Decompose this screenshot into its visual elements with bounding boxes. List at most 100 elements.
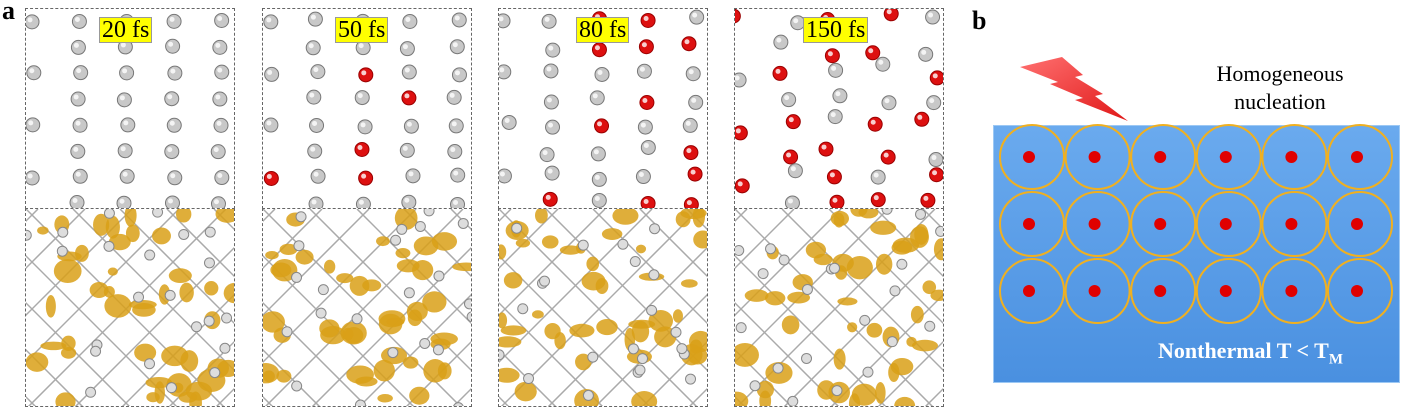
atom: [317, 284, 329, 296]
density-lobe: [541, 235, 559, 249]
atom-snapshot-3: 80 fs: [498, 8, 708, 209]
atom: [685, 373, 697, 385]
atom: [862, 366, 874, 378]
density-lobe: [911, 339, 939, 352]
density-lobe: [53, 259, 82, 283]
density-lobe: [346, 365, 374, 384]
atom: [634, 364, 646, 376]
density-lobe: [515, 238, 531, 248]
nucleus-dot: [1285, 285, 1298, 297]
density-lobe: [134, 343, 157, 362]
density-lobe: [781, 315, 800, 335]
atom: [164, 289, 176, 301]
atom: [291, 271, 303, 283]
charge-density-3: [498, 208, 708, 407]
atom: [423, 209, 435, 217]
density-lobe: [107, 267, 118, 276]
atom: [523, 373, 535, 385]
nucleus-ring: [1064, 124, 1131, 190]
density-lobe: [596, 319, 618, 336]
atom: [144, 358, 156, 370]
density-lobe: [386, 317, 405, 327]
density-lobe: [175, 209, 192, 223]
nucleus-dot: [1088, 151, 1101, 163]
atom: [648, 269, 660, 281]
atom: [56, 245, 68, 257]
atom: [735, 244, 745, 256]
density-lobe: [693, 230, 707, 249]
atom: [617, 238, 629, 250]
density-lobe: [105, 215, 120, 239]
density-lobe: [263, 363, 280, 384]
density-lobe: [635, 244, 647, 254]
title-line-2: nucleation: [1234, 89, 1326, 114]
density-lobe: [850, 209, 868, 217]
atom: [414, 220, 426, 232]
density-lobe: [45, 295, 56, 318]
atom: [203, 257, 215, 269]
density-lobe: [406, 301, 428, 321]
atom: [403, 287, 415, 299]
density-lobe: [847, 322, 858, 333]
density-lobe: [362, 279, 382, 292]
panel-a-label: a: [2, 0, 15, 25]
nucleus-ring: [1327, 191, 1393, 257]
density-lobe: [146, 392, 160, 403]
atom: [627, 343, 639, 355]
density-lobe: [499, 336, 522, 348]
density-lobe: [128, 300, 157, 310]
density-lobe: [265, 250, 279, 260]
atom: [453, 402, 464, 406]
nucleus-ring: [1261, 191, 1328, 257]
density-lobe: [601, 228, 623, 240]
density-lobe: [323, 259, 336, 274]
nucleus-dot: [1285, 151, 1298, 163]
density-lobe: [161, 345, 189, 367]
atom: [133, 291, 145, 303]
atom: [676, 343, 688, 355]
atom: [204, 226, 216, 238]
nucleus-ring: [1327, 124, 1393, 190]
nucleus-dot: [1154, 218, 1167, 230]
atom: [757, 268, 769, 280]
atom: [735, 322, 747, 334]
nucleation-title: Homogeneous nucleation: [1180, 60, 1380, 116]
density-lobe: [875, 382, 886, 404]
density-lobe: [759, 390, 772, 406]
density-lobe: [833, 348, 846, 370]
density-lobe: [631, 391, 658, 406]
density-lobe: [37, 226, 49, 235]
atom: [889, 285, 901, 297]
density-lobe: [499, 367, 520, 383]
nucleus-ring: [1064, 258, 1131, 324]
atom: [915, 209, 927, 220]
density-lobe: [735, 391, 749, 406]
atom: [629, 256, 641, 268]
density-lobe: [336, 273, 354, 284]
atom: [433, 270, 445, 282]
atom: [670, 326, 682, 338]
atom: [881, 209, 893, 215]
density-lobe: [168, 268, 192, 284]
density-lobe: [875, 253, 893, 275]
nucleus-dot: [1219, 218, 1232, 230]
nucleus-ring: [1261, 258, 1328, 324]
atom: [57, 226, 69, 238]
density-lobe: [93, 213, 110, 236]
nucleus-ring: [1195, 191, 1262, 257]
density-lobe: [270, 262, 292, 278]
density-lobe: [26, 352, 49, 372]
density-lobe: [581, 271, 606, 291]
density-lobe: [648, 310, 673, 332]
time-label: 80 fs: [576, 17, 630, 43]
nucleus-ring: [1261, 124, 1328, 190]
density-lobe: [866, 322, 883, 338]
density-lobe: [833, 212, 845, 228]
density-lobe: [559, 245, 582, 255]
density-lobe: [805, 241, 827, 259]
density-lobe: [535, 209, 548, 224]
atom: [203, 315, 215, 327]
atom: [351, 313, 363, 325]
density-lobe: [906, 336, 917, 347]
